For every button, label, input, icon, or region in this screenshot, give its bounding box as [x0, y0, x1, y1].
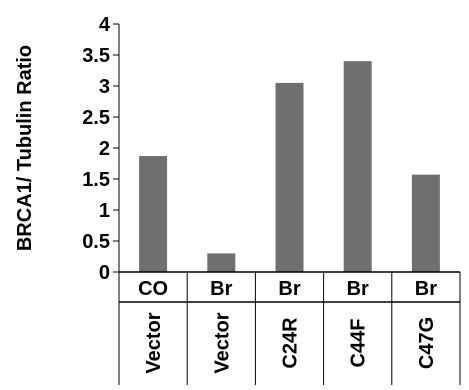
- y-tick-label: 1: [99, 200, 110, 222]
- y-axis-ticks: 0 0.5 1 1.5 2 2.5 3 3.5 4: [82, 14, 119, 284]
- bar: [207, 253, 236, 272]
- y-axis-label: BRCA1/ Tubulin Ratio: [14, 45, 36, 251]
- bar: [343, 61, 372, 273]
- y-tick-label: 4: [99, 14, 111, 36]
- y-tick-label: 2: [99, 138, 110, 160]
- y-tick-label: 0.5: [82, 231, 110, 253]
- axes: [118, 24, 461, 385]
- bar: [411, 174, 440, 272]
- category-top-label: Br: [347, 278, 369, 300]
- y-tick-label: 3: [99, 76, 110, 98]
- bar: [275, 82, 304, 273]
- category-labels: CO Vector Br Vector Br C24R Br C44F Br C47G: [138, 278, 438, 374]
- category-bottom-label: C47G: [416, 317, 438, 369]
- y-tick-label: 2.5: [82, 107, 110, 129]
- y-tick-label: 1.5: [82, 169, 110, 191]
- y-tick-label: 3.5: [82, 45, 110, 67]
- category-top-label: CO: [138, 278, 168, 300]
- category-bottom-label: Vector: [143, 312, 165, 373]
- category-top-label: Br: [210, 278, 232, 300]
- y-tick-label: 0: [99, 262, 110, 284]
- category-bottom-label: C24R: [280, 317, 302, 369]
- bars: [139, 61, 440, 273]
- bar: [139, 156, 168, 272]
- category-bottom-label: Vector: [211, 312, 233, 373]
- category-top-label: Br: [278, 278, 300, 300]
- category-top-label: Br: [415, 278, 437, 300]
- category-bottom-label: C44F: [348, 319, 370, 368]
